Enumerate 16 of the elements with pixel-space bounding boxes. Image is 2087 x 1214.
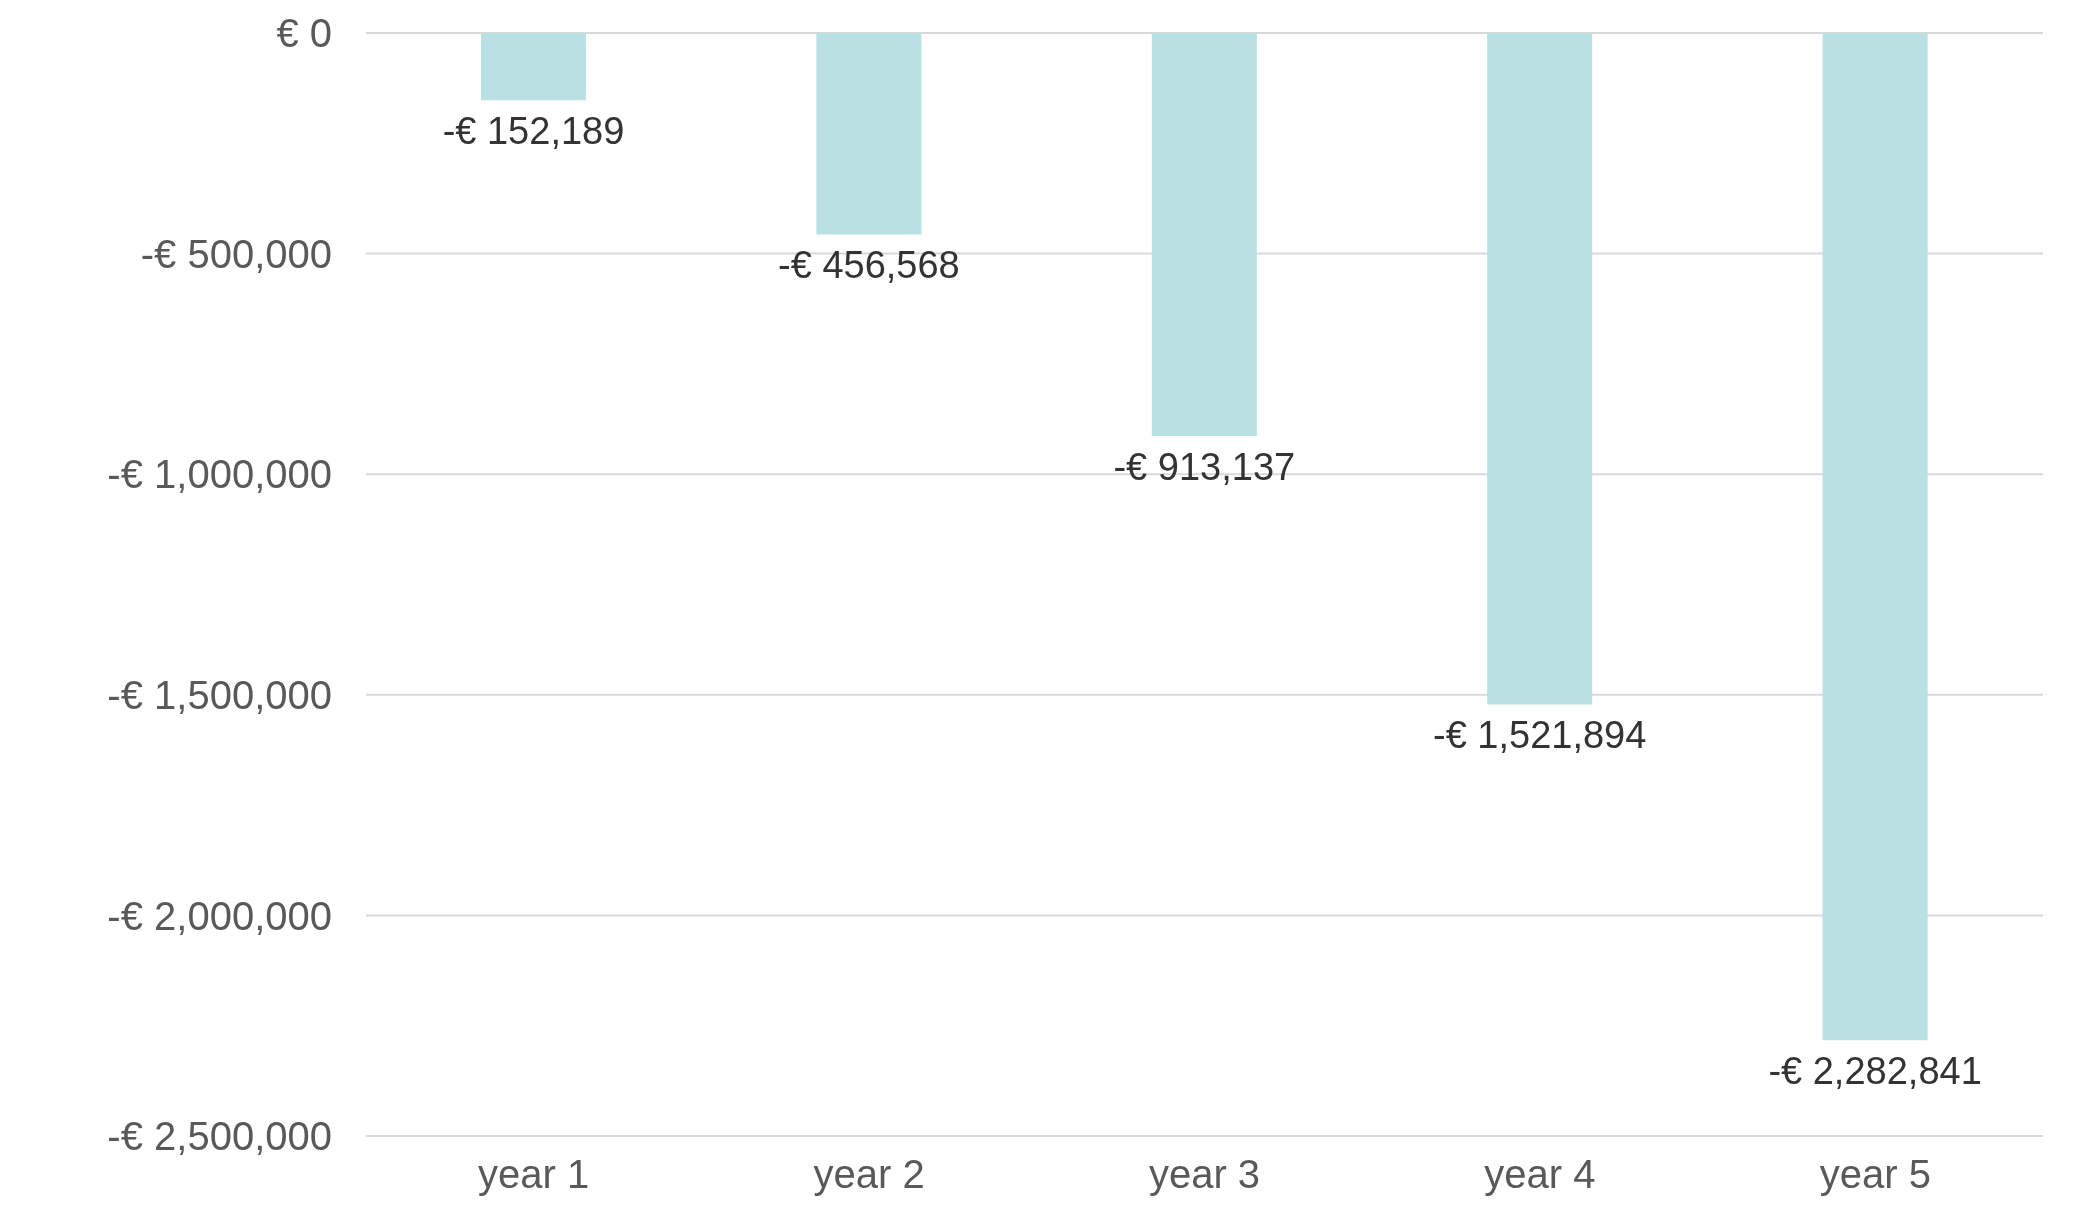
y-tick-label: -€ 2,000,000 bbox=[107, 893, 332, 938]
data-label: -€ 913,137 bbox=[1113, 445, 1296, 488]
y-tick-label: -€ 1,500,000 bbox=[107, 673, 332, 717]
x-tick-label: year 4 bbox=[1484, 1152, 1596, 1197]
y-tick-label: € 0 bbox=[276, 11, 332, 56]
x-tick-label: year 5 bbox=[1819, 1152, 1931, 1197]
data-label: -€ 2,282,841 bbox=[1768, 1050, 1982, 1093]
data-label: -€ 1,521,894 bbox=[1433, 714, 1647, 757]
y-tick-label: -€ 500,000 bbox=[140, 231, 332, 276]
data-label: -€ 152,189 bbox=[442, 110, 625, 153]
data-label: -€ 456,568 bbox=[778, 244, 960, 287]
x-tick-label: year 3 bbox=[1148, 1152, 1261, 1197]
y-tick-label: -€ 1,000,000 bbox=[107, 452, 332, 497]
x-tick-label: year 2 bbox=[813, 1152, 925, 1197]
y-tick-label: -€ 2,500,000 bbox=[107, 1114, 332, 1159]
x-tick-label: year 1 bbox=[478, 1152, 590, 1197]
